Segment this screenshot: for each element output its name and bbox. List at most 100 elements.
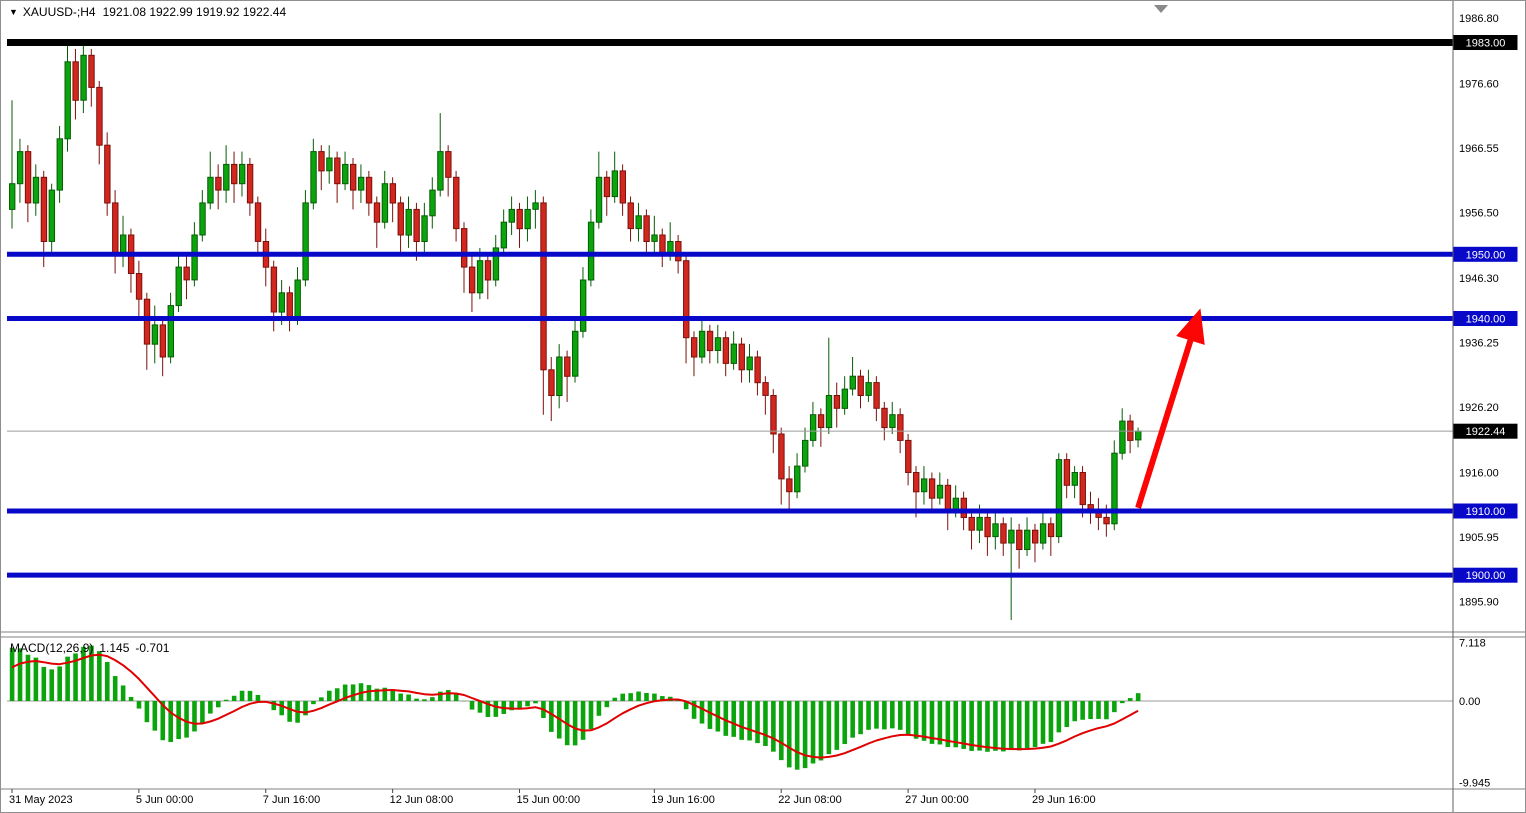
macd-histogram-bar — [937, 701, 943, 745]
macd-histogram-bar — [707, 701, 713, 729]
candle-body — [928, 478, 936, 499]
macd-histogram-bar — [660, 696, 665, 701]
macd-histogram-bar — [517, 701, 522, 710]
price-tick-label: 1946.30 — [1459, 273, 1499, 285]
price-badge: 1922.44 — [1453, 423, 1518, 439]
candle-body — [48, 189, 56, 242]
candle-body — [619, 170, 627, 204]
macd-histogram-bar — [691, 701, 697, 719]
price-tick-label: 1976.60 — [1459, 79, 1499, 91]
macd-histogram-bar — [810, 701, 816, 764]
macd-histogram-bar — [430, 697, 435, 701]
candle-body — [231, 163, 238, 185]
macd-main-value: 1.145 — [99, 641, 130, 655]
price-tick-label: 1936.25 — [1459, 338, 1499, 350]
macd-histogram-bar — [596, 701, 602, 716]
macd-histogram-bar — [1135, 693, 1141, 701]
candle-body — [841, 388, 849, 409]
macd-histogram-bar — [866, 701, 871, 730]
macd-histogram-bar — [612, 697, 618, 701]
macd-histogram-bar — [374, 688, 380, 701]
candle-body — [920, 478, 928, 493]
candle-body — [413, 208, 420, 242]
macd-histogram-bar — [882, 701, 887, 730]
candle-body — [405, 208, 412, 236]
macd-histogram-bar — [699, 701, 705, 724]
candle-body — [1135, 430, 1142, 441]
candle-body — [825, 395, 833, 429]
price-badge-label: 1950.00 — [1466, 249, 1506, 261]
candle-body — [706, 330, 714, 352]
candle-body — [984, 516, 991, 538]
candle-body — [96, 86, 103, 146]
candle-body — [857, 375, 864, 397]
macd-histogram-bar — [818, 701, 824, 761]
candle-body — [159, 324, 167, 358]
candle-body — [516, 208, 523, 230]
candle-body — [1016, 529, 1023, 551]
candle-body — [223, 163, 230, 191]
macd-histogram-bar — [1080, 701, 1085, 720]
macd-tick-label: -9.945 — [1459, 778, 1490, 790]
macd-name: MACD(12,26,9) — [10, 641, 94, 655]
macd-histogram-bar — [49, 669, 55, 701]
candle-body — [167, 305, 175, 358]
macd-histogram-bar — [168, 701, 173, 743]
price-axis[interactable]: 1986.80 1976.60 1966.55 1956.50 1946.30 1936.… — [1459, 13, 1499, 789]
collapse-chart-icon[interactable]: ▼ — [9, 7, 18, 17]
candle-body — [579, 279, 587, 332]
macd-histogram-bar — [1112, 701, 1117, 713]
macd-histogram-bar — [438, 691, 443, 701]
candle-body — [270, 266, 278, 313]
macd-histogram-bar — [620, 693, 626, 701]
macd-histogram-bar — [850, 701, 855, 738]
macd-histogram-bar — [771, 701, 776, 752]
macd-signal-line — [11, 653, 1139, 759]
candle-body — [675, 241, 682, 262]
trend-arrow[interactable] — [1135, 308, 1205, 509]
macd-histogram-bar — [223, 699, 229, 701]
macd-histogram-bar — [152, 701, 158, 731]
macd-histogram-bar — [89, 645, 94, 701]
indicator-label: MACD(12,26,9) 1.145 -0.701 — [10, 641, 175, 655]
macd-histogram-bar — [723, 701, 729, 736]
macd-histogram-bar — [422, 699, 427, 701]
macd-histogram-bar — [604, 701, 610, 708]
candle-body — [286, 292, 293, 319]
candle-body — [817, 414, 825, 429]
macd-histogram-bar — [993, 701, 998, 751]
candle-body — [135, 273, 143, 300]
macd-histogram-bar — [144, 701, 150, 723]
candle-body — [722, 337, 730, 364]
macd-histogram-bar — [1064, 701, 1070, 728]
macd-histogram-bar — [628, 693, 633, 701]
time-axis[interactable]: 31 May 2023 5 Jun 00:00 7 Jun 16:00 12 Jun … — [9, 789, 1096, 806]
macd-histogram-bar — [1127, 698, 1133, 701]
candle-body — [635, 215, 642, 230]
macd-histogram-bar — [445, 690, 451, 701]
candle-body — [603, 176, 611, 198]
chart-shift-marker[interactable] — [1154, 5, 1168, 13]
candle-body — [627, 202, 634, 230]
price-tick-label: 1956.50 — [1459, 208, 1499, 220]
candle-body — [746, 356, 753, 371]
time-tick-label: 22 Jun 08:00 — [778, 794, 842, 806]
macd-histogram-bar — [160, 701, 166, 741]
candle-body — [207, 176, 214, 204]
macd-histogram-bar — [533, 701, 538, 704]
macd-histogram-bar — [1072, 701, 1078, 722]
candle-body — [762, 382, 769, 396]
candle-body — [1031, 529, 1039, 544]
macd-histogram-bar — [953, 701, 959, 748]
candle-body — [389, 183, 397, 204]
symbol-period-label: XAUUSD-;H4 — [22, 5, 96, 19]
candle-body — [476, 260, 484, 294]
macd-histogram-bar — [961, 701, 966, 749]
candle-body — [770, 395, 777, 435]
price-badge: 1940.00 — [1453, 311, 1518, 326]
macd-histogram-bar — [858, 701, 863, 735]
candle-body — [1055, 459, 1063, 538]
macd-signal-value: -0.701 — [135, 641, 170, 655]
candle-body — [334, 157, 341, 185]
